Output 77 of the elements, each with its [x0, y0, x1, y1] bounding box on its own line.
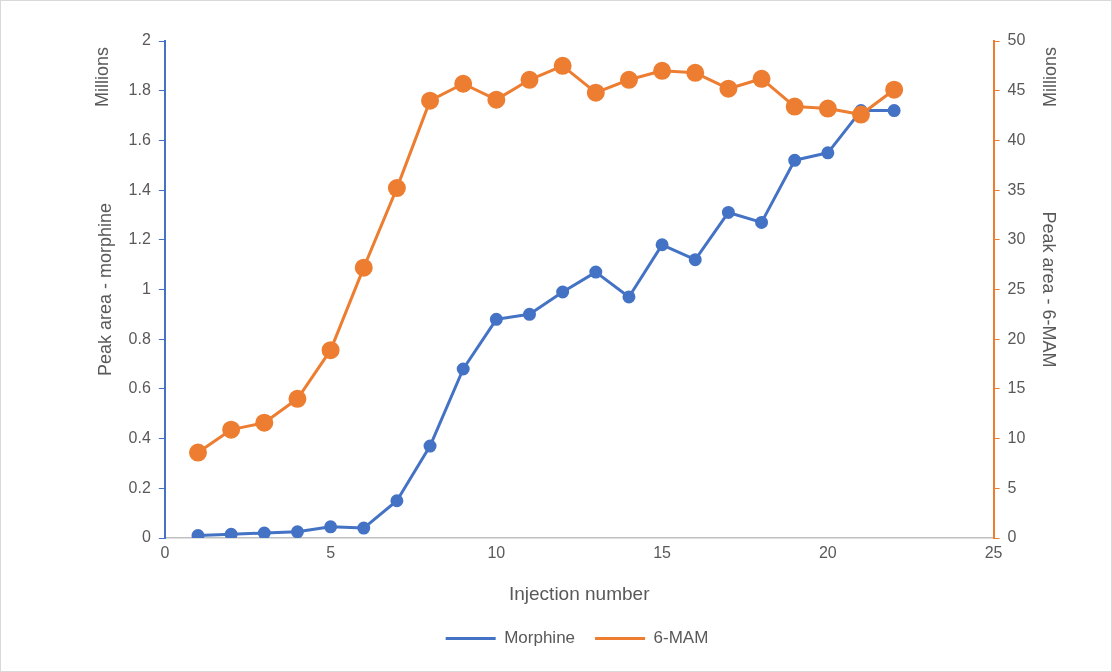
y2-tick-label: 20 — [1007, 329, 1026, 347]
y2-tick-label: 30 — [1007, 230, 1026, 248]
y2-tick-label: 5 — [1007, 478, 1017, 496]
point — [257, 526, 271, 538]
y2-tick-label: 10 — [1007, 429, 1026, 447]
y2-tick-label: 15 — [1007, 379, 1026, 397]
y-tick-label: 1.2 — [128, 230, 151, 248]
point — [553, 56, 572, 75]
x-axis-title: Injection number — [508, 582, 651, 604]
y2-tick-label: 35 — [1007, 180, 1026, 198]
y2-tick-label: 0 — [1007, 528, 1017, 546]
x-tick-label: 20 — [818, 544, 837, 562]
y-axis-title: Peak area - morphine — [94, 202, 115, 377]
y-tick-label: 0.2 — [128, 478, 151, 496]
point — [885, 80, 904, 99]
y-tick-label: 1.6 — [128, 130, 151, 148]
y-tick-label: 0.4 — [128, 429, 151, 447]
point — [556, 285, 570, 299]
y-tick-label: 1 — [141, 279, 151, 297]
y-tick-label: 1.8 — [128, 81, 151, 99]
y-tick-label: 0.8 — [128, 329, 151, 347]
legend-label: 6-MAM — [653, 628, 709, 648]
y2-tick-label: 25 — [1007, 279, 1026, 297]
point — [655, 238, 669, 252]
x-tick-label: 5 — [326, 544, 336, 562]
y-tick-label: 0 — [141, 528, 151, 546]
text: Millions — [1039, 46, 1060, 108]
point — [688, 253, 702, 267]
point — [821, 146, 835, 160]
point — [357, 521, 371, 535]
point — [586, 83, 605, 102]
point — [489, 312, 503, 326]
point — [222, 420, 241, 439]
point — [755, 215, 769, 229]
point — [852, 105, 870, 124]
point — [423, 439, 437, 453]
point — [653, 61, 672, 80]
point — [321, 341, 340, 360]
point — [589, 265, 603, 279]
y-tick-label: 1.4 — [128, 180, 151, 198]
point — [324, 520, 338, 534]
point — [752, 69, 771, 88]
y2-tick-label: 45 — [1007, 81, 1026, 99]
point — [421, 91, 440, 110]
x-tick-label: 10 — [487, 544, 506, 562]
point — [255, 413, 274, 432]
point — [290, 525, 304, 538]
point — [788, 153, 802, 167]
x-tick-label: 15 — [653, 544, 672, 562]
point — [390, 494, 404, 508]
y2-tick-label: 50 — [1007, 31, 1026, 49]
point — [622, 290, 636, 304]
text: Millions — [91, 46, 112, 108]
point — [719, 79, 738, 98]
point — [354, 258, 373, 277]
legend-label: Morphine — [504, 628, 576, 648]
point — [619, 70, 638, 89]
point — [487, 90, 506, 109]
y2-axis-title: Peak area - 6-MAM — [1039, 211, 1060, 368]
point — [288, 389, 307, 408]
point — [188, 443, 207, 462]
point — [454, 74, 473, 93]
y2-tick-label: 40 — [1007, 130, 1026, 148]
point — [456, 362, 470, 376]
point — [818, 99, 837, 118]
x-tick-label: 0 — [160, 544, 170, 562]
point — [721, 205, 735, 219]
point — [887, 104, 901, 118]
point — [520, 70, 539, 89]
point — [523, 307, 536, 321]
point — [686, 63, 705, 82]
x-tick-label: 25 — [984, 544, 1003, 562]
point — [224, 527, 238, 538]
y-tick-label: 2 — [141, 31, 151, 49]
point — [387, 179, 406, 198]
point — [785, 97, 804, 116]
y-tick-label: 0.6 — [128, 379, 151, 397]
